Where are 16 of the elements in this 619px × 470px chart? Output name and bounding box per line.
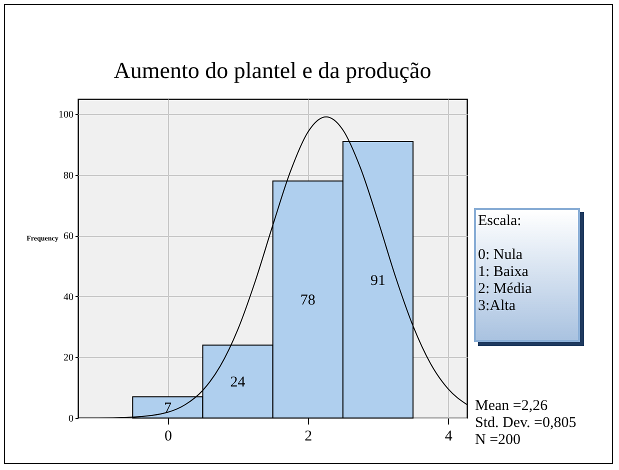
y-tick-label: 0	[68, 414, 74, 424]
y-tick-label: 20	[64, 352, 74, 364]
data-label: 91	[370, 272, 386, 289]
y-tick-label: 100	[58, 110, 74, 121]
text: Std. Dev. =0,805	[475, 415, 576, 432]
y-tick-label: 60	[64, 231, 74, 242]
x-tick-label: 0	[164, 428, 172, 444]
x-tick-label: 4	[444, 428, 453, 444]
chart-title: Aumento do plantel e da produção	[114, 58, 432, 83]
y-tick-label: 80	[64, 170, 74, 182]
y-tick-label: 40	[64, 292, 74, 303]
x-tick-label: 2	[304, 428, 312, 444]
text: Mean =2,26	[475, 398, 549, 415]
text: N =200	[475, 432, 522, 449]
data-label: 78	[300, 292, 316, 309]
data-label: 24	[230, 374, 246, 391]
